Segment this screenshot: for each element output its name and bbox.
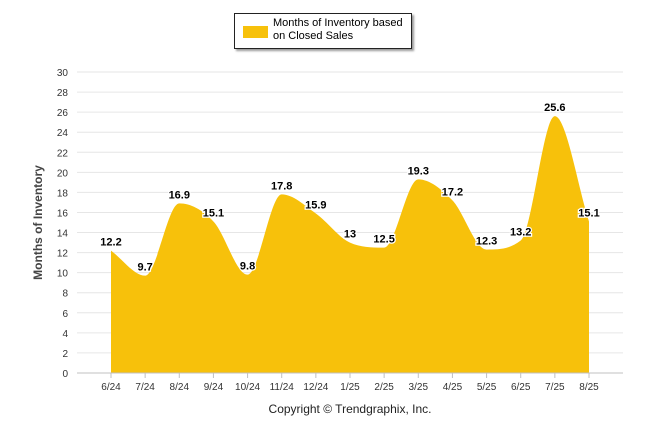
x-tick-label: 12/24 <box>303 382 328 393</box>
y-tick-label: 30 <box>57 68 69 79</box>
y-tick-label: 4 <box>62 329 68 340</box>
legend-label: Months of Inventory based on Closed Sale… <box>273 17 403 42</box>
y-tick-label: 12 <box>57 249 69 260</box>
x-tick-label: 3/25 <box>409 382 429 393</box>
data-label: 13.2 <box>510 227 531 239</box>
data-labels: 12.2 9.7 16.9 15.1 9.8 17.8 15.9 13 12.5 19.3 17.2… <box>99 101 601 275</box>
x-tick-label: 8/24 <box>170 382 190 393</box>
x-tick-label: 6/24 <box>101 382 121 393</box>
data-label: 15.1 <box>203 207 224 219</box>
x-tick-label: 8/25 <box>579 382 599 393</box>
x-axis-ticks: 6/24 7/24 8/24 9/24 10/24 11/24 12/24 1/25 2/25 3… <box>101 373 599 393</box>
y-tick-label: 20 <box>57 168 69 179</box>
y-tick-label: 18 <box>57 188 69 199</box>
copyright-footer: Copyright © Trendgraphix, Inc. <box>268 402 432 416</box>
data-label: 17.2 <box>442 186 463 198</box>
y-tick-label: 2 <box>62 349 68 360</box>
data-label: 17.8 <box>271 180 292 192</box>
y-tick-label: 24 <box>57 128 69 139</box>
data-label: 12.2 <box>100 237 121 249</box>
y-tick-label: 10 <box>57 269 69 280</box>
legend-swatch <box>243 26 268 38</box>
data-label: 19.3 <box>408 165 429 177</box>
y-axis-title: Months of Inventory <box>31 165 45 280</box>
series-area <box>111 116 589 373</box>
y-tick-label: 6 <box>62 309 68 320</box>
data-label: 12.3 <box>476 236 497 248</box>
data-label: 16.9 <box>169 189 190 201</box>
x-tick-label: 1/25 <box>340 382 360 393</box>
x-tick-label: 10/24 <box>235 382 260 393</box>
data-label: 13 <box>344 229 356 241</box>
x-tick-label: 11/24 <box>270 382 295 393</box>
x-tick-label: 5/25 <box>477 382 497 393</box>
x-tick-label: 7/25 <box>545 382 565 393</box>
data-label: 9.7 <box>137 262 152 274</box>
y-tick-label: 28 <box>57 88 69 99</box>
x-tick-label: 6/25 <box>511 382 531 393</box>
data-label: 25.6 <box>544 102 565 114</box>
y-tick-label: 26 <box>57 108 69 119</box>
data-label: 9.8 <box>240 261 255 273</box>
legend: Months of Inventory based on Closed Sale… <box>234 13 412 49</box>
y-tick-label: 0 <box>62 369 68 380</box>
x-tick-label: 4/25 <box>443 382 463 393</box>
data-label: 15.9 <box>305 199 326 211</box>
y-tick-label: 8 <box>62 289 68 300</box>
y-tick-label: 16 <box>57 208 69 219</box>
x-tick-label: 2/25 <box>374 382 394 393</box>
data-label: 15.1 <box>578 207 599 219</box>
data-label: 12.5 <box>373 234 394 246</box>
y-tick-label: 22 <box>57 148 69 159</box>
x-tick-label: 7/24 <box>135 382 155 393</box>
x-tick-label: 9/24 <box>204 382 224 393</box>
y-tick-label: 14 <box>57 229 69 240</box>
